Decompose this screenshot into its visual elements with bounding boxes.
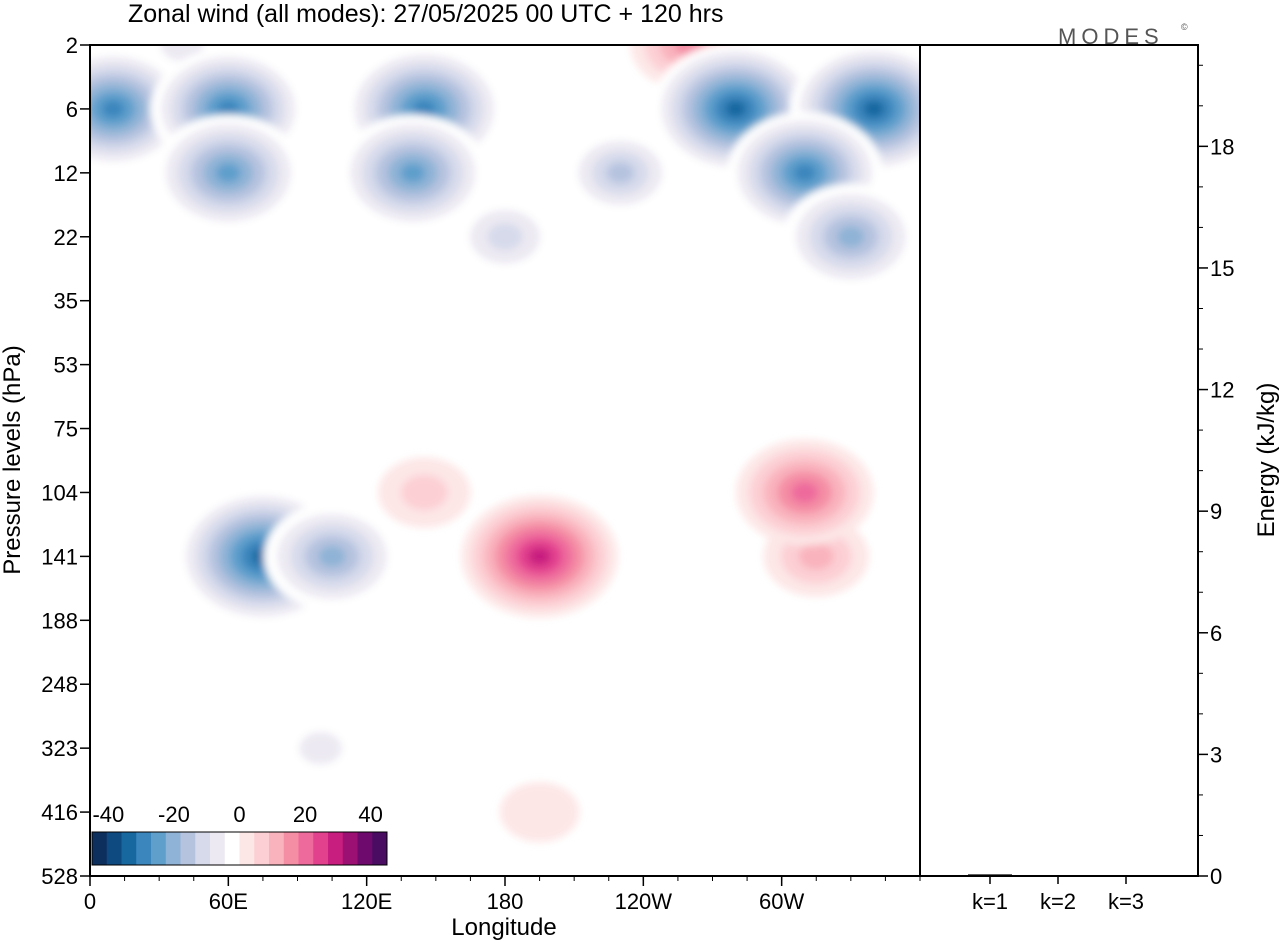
- heatmap-cell: [215, 163, 241, 183]
- energy-y-tick-label: 3: [1210, 742, 1222, 767]
- energy-bar: [968, 874, 1012, 876]
- colorbar-swatch: [372, 832, 388, 865]
- energy-y-tick-label: 0: [1210, 864, 1222, 889]
- energy-bars: [968, 874, 1148, 877]
- heatmap-cell: [412, 99, 436, 119]
- y-axis-label: Pressure levels (hPa): [0, 345, 26, 574]
- colorbar-swatch: [269, 832, 285, 865]
- x-tick-label: 60E: [209, 889, 248, 914]
- x-axis-label: Longitude: [451, 914, 556, 941]
- energy-bar: [1036, 875, 1080, 877]
- colorbar-swatch: [254, 832, 270, 865]
- colorbar-swatch: [224, 832, 240, 865]
- heatmap-cell: [318, 545, 346, 568]
- energy-y-tick-label: 18: [1210, 134, 1234, 159]
- y-tick-label: 12: [54, 161, 78, 186]
- energy-y-tick-label: 15: [1210, 256, 1234, 281]
- colorbar-swatch: [328, 832, 344, 865]
- y-tick-label: 323: [41, 736, 78, 761]
- colorbar-frame: [91, 831, 388, 866]
- colorbar-swatch: [121, 832, 137, 865]
- colorbar: -40 -20 0 20 40: [91, 802, 388, 866]
- y-tick-label: 141: [41, 544, 78, 569]
- energy-y-tick-label: 6: [1210, 621, 1222, 646]
- heatmap-cell: [725, 100, 747, 118]
- y-tick-label: 188: [41, 608, 78, 633]
- heatmap-cell: [101, 100, 125, 118]
- heatmap-cell: [96, 462, 176, 523]
- heatmap-cell: [798, 542, 834, 570]
- colorbar-swatch: [342, 832, 358, 865]
- y-tick-label: 53: [54, 353, 78, 378]
- colorbar-swatch: [210, 832, 226, 865]
- colorbar-swatch: [313, 832, 329, 865]
- colorbar-label: -40: [92, 802, 124, 827]
- y-tick-label: 22: [54, 225, 78, 250]
- colorbar-label: 40: [358, 802, 382, 827]
- colorbar-swatch: [357, 832, 373, 865]
- colorbar-swatch: [298, 832, 314, 865]
- energy-category-label: k=3: [1108, 889, 1144, 914]
- x-tick-label: 60W: [759, 889, 804, 914]
- y-tick-label: 416: [41, 800, 78, 825]
- x-tick-label: 0: [84, 889, 96, 914]
- heatmap-cell: [499, 782, 580, 842]
- colorbar-swatch: [106, 832, 122, 865]
- chart-title: Zonal wind (all modes): 27/05/2025 00 UT…: [128, 0, 723, 28]
- x-tick-label: 120E: [341, 889, 392, 914]
- x-tick-label: 120W: [615, 889, 673, 914]
- colorbar-label: -20: [158, 802, 190, 827]
- logo-mark: ©: [1181, 22, 1188, 32]
- colorbar-swatch: [92, 832, 108, 865]
- heatmap-cell: [649, 590, 730, 651]
- colorbar-swatch: [239, 832, 255, 865]
- y-tick-label: 35: [54, 289, 78, 314]
- heatmap-cell: [606, 162, 635, 184]
- heatmap-cell: [837, 226, 865, 248]
- colorbar-swatch: [151, 832, 167, 865]
- heatmap-cell: [863, 100, 885, 118]
- colorbar-label: 20: [293, 802, 317, 827]
- colorbar-swatch: [180, 832, 196, 865]
- colorbar-label: 0: [233, 802, 245, 827]
- heatmap-cell: [487, 223, 523, 251]
- heatmap-cell: [401, 474, 448, 510]
- y-tick-label: 6: [66, 97, 78, 122]
- heatmap-cell: [793, 164, 816, 182]
- energy-category-label: k=1: [972, 889, 1008, 914]
- energy-axes: k=1 k=2 k=3 0 3 6 9 12 15 18: [972, 64, 1234, 914]
- y-tick-label: 75: [54, 417, 78, 442]
- y-tick-label: 528: [41, 864, 78, 889]
- energy-category-label: k=2: [1040, 889, 1076, 914]
- energy-bar: [1104, 875, 1148, 877]
- y-tick-label: 2: [66, 33, 78, 58]
- heatmap-cell: [217, 100, 240, 118]
- y-tick-label: 248: [41, 672, 78, 697]
- heatmap-cell: [400, 163, 426, 183]
- heatmap-features: [90, 45, 920, 842]
- heatmap-field: [90, 45, 920, 876]
- energy-y-tick-label: 9: [1210, 499, 1222, 524]
- x-tick-label: 180: [487, 889, 524, 914]
- energy-frame: [919, 44, 1199, 877]
- heatmap-cell: [528, 547, 551, 566]
- energy-y-tick-label: 12: [1210, 378, 1234, 403]
- heatmap-cell: [791, 481, 819, 504]
- colorbar-swatch: [136, 832, 152, 865]
- heatmap-cell: [857, 398, 920, 459]
- y-tick-label: 104: [41, 480, 78, 505]
- energy-axis-label: Energy (kJ/kg): [1253, 383, 1280, 538]
- heatmap-cell: [299, 731, 342, 765]
- heatmap-axes: 0 60E 120E 180 120W 60W 2 6 12 22 35 53 75 104 141 188 2…: [41, 33, 921, 914]
- colorbar-swatch: [165, 832, 181, 865]
- colorbar-swatch: [195, 832, 211, 865]
- colorbar-swatch: [283, 832, 299, 865]
